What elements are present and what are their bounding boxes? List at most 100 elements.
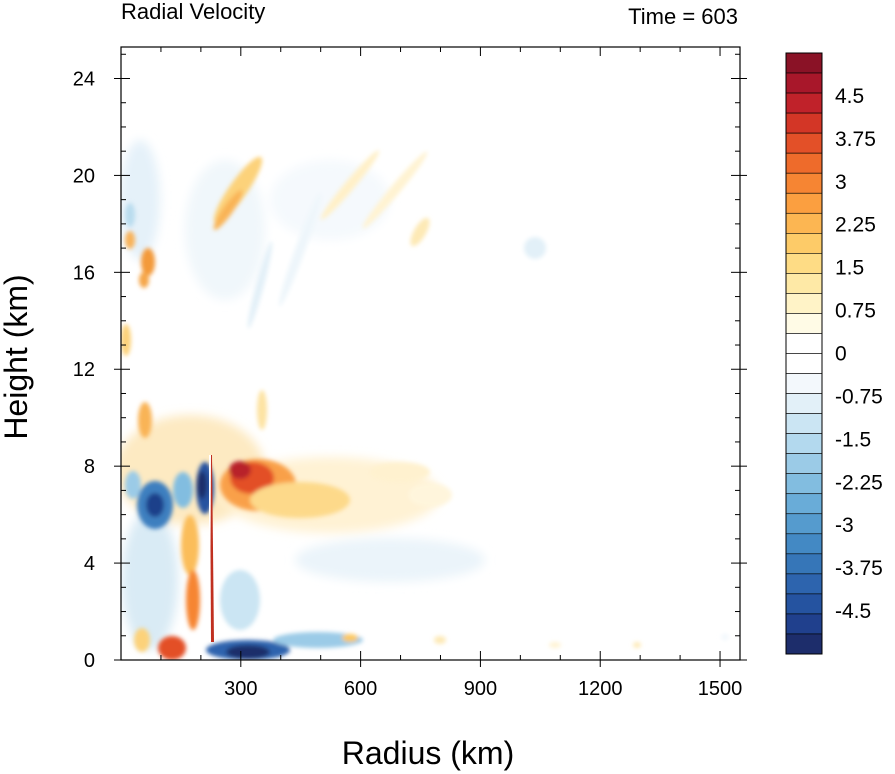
- colorbar-label: -3: [835, 514, 854, 537]
- colorbar-box: [785, 453, 823, 474]
- colorbar-box: [785, 172, 823, 194]
- field-blob: [158, 636, 186, 660]
- field-blob: [226, 645, 270, 659]
- field-blob: [633, 642, 641, 648]
- colorbar-box: [785, 473, 823, 495]
- velocity-field: [121, 140, 729, 660]
- field-blob: [295, 538, 485, 582]
- colorbar-box: [785, 52, 823, 74]
- eyewall-line: [209, 455, 211, 642]
- field-blob: [125, 471, 141, 499]
- field-blob: [138, 402, 152, 438]
- field-blob: [146, 493, 164, 517]
- colorbar-box: [785, 373, 823, 394]
- colorbar-box: [785, 433, 823, 454]
- colorbar-label: -1.5: [835, 428, 871, 451]
- field-blob: [173, 472, 193, 508]
- plot-frame: [120, 46, 741, 661]
- colorbar-box: [785, 132, 823, 154]
- field-blob: [141, 248, 155, 276]
- colorbar-box: [785, 393, 823, 414]
- colorbar-box: [785, 513, 823, 535]
- colorbar-box: [785, 273, 823, 294]
- colorbar-label: 3.75: [835, 128, 876, 151]
- colorbar-box: [785, 233, 823, 254]
- y-tick-label: 4: [84, 553, 95, 575]
- field-blob: [229, 461, 251, 479]
- x-tick-label: 1500: [698, 678, 743, 700]
- colorbar-box: [785, 293, 823, 314]
- chart-title-right: Time = 603: [628, 4, 738, 29]
- field-blob: [197, 471, 207, 499]
- x-axis-label: Radius (km): [342, 735, 514, 771]
- field-blob: [134, 628, 150, 652]
- colorbar-box: [785, 533, 823, 555]
- colorbar-label: -2.25: [835, 471, 883, 494]
- colorbar-label: 1.5: [835, 257, 864, 280]
- colorbar-label: 3: [835, 171, 847, 194]
- y-axis: 0 4 8 12 16 20 24: [73, 53, 747, 672]
- x-tick-label: 300: [224, 678, 257, 700]
- field-blob: [181, 515, 199, 575]
- colorbar: 4.5 3.75 3 2.25 1.5 0.75 0 -0.75 -1.5 -2.25 -3 -3.7…: [785, 52, 883, 655]
- colorbar-label: 0: [835, 343, 847, 366]
- eyewall-line: [210, 455, 214, 642]
- field-blob: [121, 324, 131, 356]
- y-tick-label: 12: [73, 359, 95, 381]
- colorbar-box: [785, 333, 823, 354]
- y-axis-label: Height (km): [0, 274, 34, 439]
- field-blob: [186, 570, 200, 630]
- colorbar-box: [785, 112, 823, 134]
- colorbar-box: [785, 313, 823, 334]
- colorbar-box: [785, 152, 823, 174]
- field-blob: [213, 190, 243, 230]
- field-blob: [278, 193, 322, 307]
- y-tick-label: 16: [73, 262, 95, 284]
- colorbar-label: 4.5: [835, 85, 864, 108]
- y-tick-label: 0: [84, 650, 95, 672]
- colorbar-box: [785, 573, 823, 595]
- colorbar-box: [785, 212, 823, 234]
- colorbar-box: [785, 353, 823, 374]
- x-tick-label: 900: [464, 678, 497, 700]
- colorbar-box: [785, 633, 823, 655]
- field-blob: [273, 632, 363, 648]
- colorbar-label: -3.75: [835, 557, 883, 580]
- colorbar-frame: [785, 52, 823, 655]
- field-blob: [250, 482, 350, 518]
- field-blob: [721, 634, 729, 640]
- field-blob: [220, 570, 260, 630]
- field-blob: [320, 150, 380, 220]
- colorbar-box: [785, 413, 823, 434]
- y-tick-label: 20: [73, 165, 95, 187]
- field-blob: [257, 390, 267, 430]
- field-blob: [121, 140, 160, 260]
- colorbar-box: [785, 593, 823, 615]
- colorbar-box: [785, 92, 823, 114]
- colorbar-box: [785, 72, 823, 94]
- y-tick-label: 8: [84, 456, 95, 478]
- colorbar-label: 0.75: [835, 300, 876, 323]
- field-blob: [342, 634, 358, 642]
- field-blob: [410, 217, 430, 247]
- colorbar-box: [785, 613, 823, 635]
- colorbar-box: [785, 493, 823, 515]
- colorbar-box: [785, 253, 823, 274]
- field-blob: [247, 241, 273, 329]
- colorbar-label: -4.5: [835, 600, 871, 623]
- field-blob: [362, 151, 428, 229]
- field-blob: [549, 642, 561, 648]
- field-blob: [125, 203, 135, 227]
- field-blob: [434, 636, 446, 644]
- field-blob: [370, 462, 430, 482]
- field-blob: [122, 510, 178, 650]
- y-tick-label: 24: [73, 68, 95, 90]
- field-blob: [270, 160, 390, 240]
- colorbar-box: [785, 192, 823, 214]
- x-axis: 300 600 900 1200 1500: [160, 47, 743, 700]
- chart-title-left: Radial Velocity: [121, 0, 265, 24]
- field-blob: [139, 272, 149, 288]
- x-tick-label: 600: [344, 678, 377, 700]
- x-tick-label: 1200: [578, 678, 623, 700]
